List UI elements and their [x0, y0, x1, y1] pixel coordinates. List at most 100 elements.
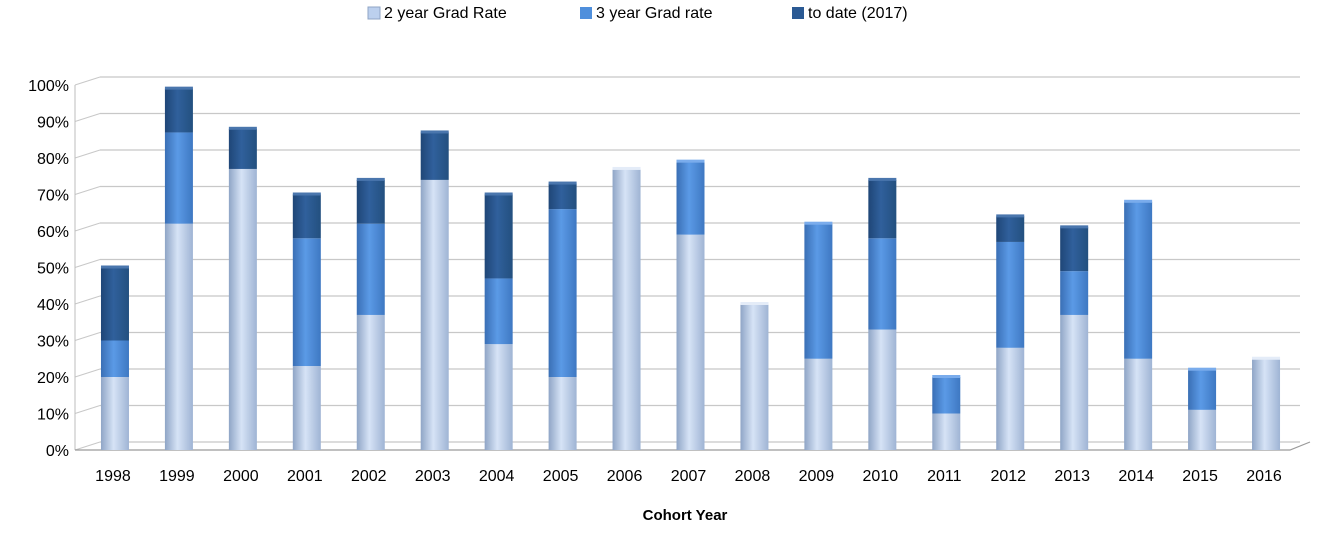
- bar-segment: [1188, 409, 1217, 450]
- bar-cap: [1188, 367, 1217, 371]
- bar-segment: [548, 209, 577, 377]
- x-axis-ticks: 1998 1999 2000 2001 2002 2003 2004 2005 2006 2007…: [95, 468, 1282, 485]
- y-tick-label: 80%: [37, 151, 69, 168]
- y-tick-label: 40%: [37, 297, 69, 314]
- x-tick-label: 2007: [671, 468, 707, 485]
- x-tick-label: 2013: [1054, 468, 1090, 485]
- x-tick-label: 1998: [95, 468, 131, 485]
- x-tick-label: 2011: [927, 468, 962, 485]
- bar-cap: [1124, 199, 1153, 203]
- bar-cap: [292, 192, 321, 196]
- bar-segment: [164, 223, 193, 450]
- gridline-diag: [74, 441, 101, 451]
- gridline-diag: [74, 405, 101, 414]
- gridline-diag: [74, 222, 101, 232]
- gridline-diag: [74, 186, 101, 195]
- bar-segment: [356, 223, 385, 315]
- x-tick-label: 2000: [223, 468, 259, 485]
- gridline-diag: [74, 259, 101, 268]
- x-tick-label: 2015: [1182, 468, 1218, 485]
- bar-segment: [548, 183, 577, 210]
- gridline-diag: [74, 76, 101, 86]
- bars: [100, 86, 1281, 450]
- bar-segment: [228, 168, 257, 450]
- bar-segment: [804, 358, 833, 450]
- bar-cap: [804, 221, 833, 225]
- legend-swatch: [580, 7, 592, 19]
- y-tick-label: 90%: [37, 115, 69, 132]
- legend-swatch: [792, 7, 804, 19]
- y-tick-label: 10%: [37, 407, 69, 424]
- x-tick-label: 1999: [159, 468, 195, 485]
- gridline-diag: [74, 295, 101, 305]
- bar-segment: [420, 179, 449, 450]
- bar-segment: [740, 304, 769, 450]
- legend-label: to date (2017): [808, 5, 908, 22]
- bar-cap: [676, 159, 705, 163]
- bar-segment: [804, 223, 833, 359]
- bar-segment: [292, 194, 321, 239]
- bar-segment: [676, 234, 705, 450]
- bar-cap: [356, 177, 385, 181]
- bar-segment: [868, 329, 897, 450]
- bar-segment: [932, 377, 961, 414]
- bar-segment: [100, 340, 129, 377]
- y-tick-label: 60%: [37, 224, 69, 241]
- x-tick-label: 2004: [479, 468, 515, 485]
- x-tick-label: 2001: [287, 468, 323, 485]
- bar-cap: [612, 166, 641, 170]
- bar-segment: [228, 128, 257, 169]
- bar-segment: [548, 377, 577, 450]
- x-tick-label: 2014: [1118, 468, 1154, 485]
- bar-segment: [292, 366, 321, 450]
- x-tick-label: 2010: [863, 468, 899, 485]
- legend-label: 2 year Grad Rate: [384, 5, 507, 22]
- bar-cap: [484, 192, 513, 196]
- y-tick-label: 50%: [37, 261, 69, 278]
- bar-cap: [420, 130, 449, 134]
- x-tick-label: 2012: [990, 468, 1026, 485]
- gridline-diag: [74, 113, 101, 122]
- bar-cap: [1252, 356, 1281, 360]
- x-axis-line: [75, 441, 1311, 451]
- bar-segment: [484, 344, 513, 450]
- y-tick-label: 100%: [28, 78, 69, 95]
- bar-segment: [932, 413, 961, 450]
- y-axis-ticks: 0% 10% 20% 30% 40% 50% 60% 70% 80% 90% 100%: [28, 78, 69, 460]
- bar-segment: [996, 216, 1025, 242]
- bar-segment: [356, 179, 385, 224]
- bar-segment: [484, 278, 513, 345]
- x-tick-label: 2016: [1246, 468, 1282, 485]
- bar-cap: [548, 181, 577, 185]
- legend-swatch: [367, 6, 381, 20]
- bar-segment: [676, 161, 705, 235]
- gridline-diag: [74, 149, 101, 159]
- y-tick-label: 0%: [46, 443, 69, 460]
- bar-segment: [356, 314, 385, 450]
- x-tick-label: 2006: [607, 468, 643, 485]
- bar-cap: [164, 86, 193, 90]
- bar-cap: [868, 177, 897, 181]
- x-axis-label: Cohort Year: [643, 507, 728, 524]
- bar-segment: [100, 377, 129, 450]
- bar-cap: [932, 375, 961, 378]
- legend-label: 3 year Grad rate: [596, 5, 713, 22]
- bar-segment: [164, 88, 193, 133]
- bar-segment: [1124, 358, 1153, 450]
- bar-segment: [292, 238, 321, 367]
- bar-segment: [868, 179, 897, 239]
- bar-segment: [612, 168, 641, 450]
- x-tick-label: 2003: [415, 468, 451, 485]
- bar-segment: [164, 132, 193, 224]
- x-tick-label: 2005: [543, 468, 579, 485]
- legend: 2 year Grad Rate 3 year Grad rate to date …: [367, 5, 908, 22]
- bar-segment: [1252, 358, 1281, 450]
- bar-cap: [1060, 225, 1089, 229]
- bar-segment: [1124, 201, 1153, 359]
- bar-segment: [100, 267, 129, 341]
- bar-segment: [1060, 227, 1089, 272]
- bar-segment: [1188, 369, 1217, 410]
- bar-segment: [1060, 271, 1089, 315]
- bar-segment: [420, 132, 449, 180]
